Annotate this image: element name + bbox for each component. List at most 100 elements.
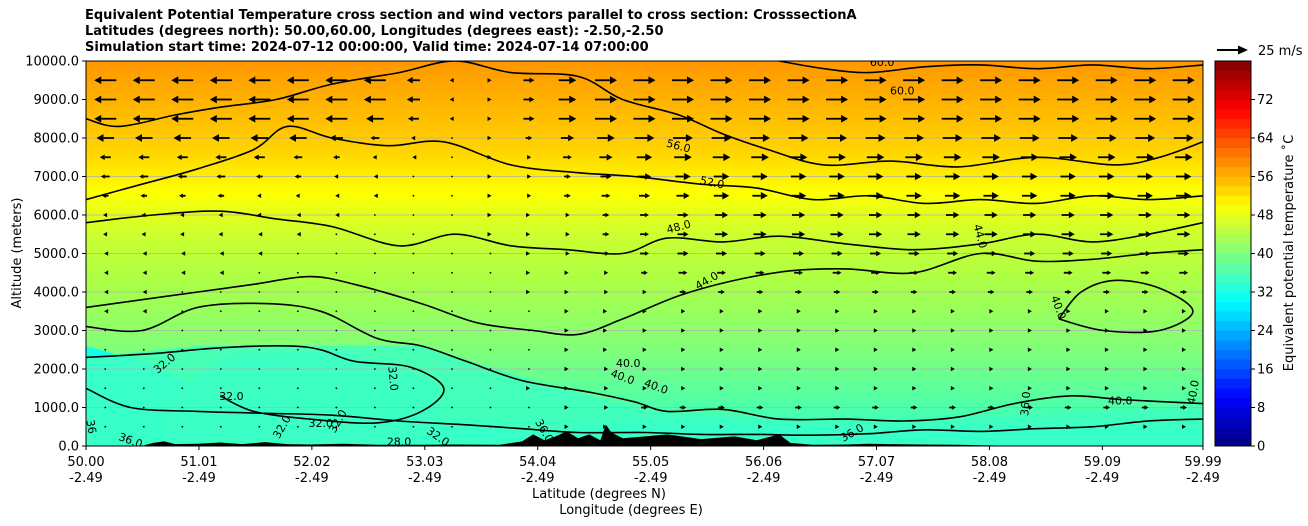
wind-vector [1140,270,1150,275]
wind-vector [719,347,724,352]
wind-vector [1020,153,1039,162]
wind-vector [604,270,609,275]
wind-vector [1179,270,1189,275]
wind-vector [451,387,453,390]
wind-vector [94,114,117,123]
contour-line-52 [86,125,1203,205]
wind-vector [564,386,569,391]
wind-vector [791,211,806,219]
wind-vector [677,250,689,257]
wind-vector [870,250,882,257]
wind-vector [373,174,378,179]
wind-vector [219,310,222,313]
wind-vector [634,134,655,142]
wind-vector [675,172,691,181]
wind-vector [564,347,569,352]
wind-vector [286,76,309,85]
wind-vector [1064,289,1072,295]
colorbar-level [1215,166,1251,177]
wind-vector [373,291,376,293]
wind-vector [335,212,340,218]
wind-vector [363,76,386,85]
wind-vector [487,135,492,141]
wind-vector [142,251,147,256]
wind-vector [212,134,230,142]
x-tick-label-lon: -2.49 [634,471,668,486]
x-axis: 50.00-2.4951.01-2.4952.02-2.4953.03-2.49… [67,446,1222,486]
wind-vector [564,424,569,429]
wind-vector [1141,289,1149,295]
wind-vector [672,76,695,85]
wind-vector [672,95,695,104]
wind-vector [258,406,261,409]
wind-vector [370,135,380,141]
wind-vector [325,76,348,85]
wind-vector [873,328,878,333]
colorbar-level [1215,301,1251,312]
wind-vector [1104,424,1109,429]
x-tick-label-lon: -2.49 [747,471,781,486]
wind-vector [335,329,338,332]
contour-label: 40.0 [616,357,641,370]
wind-vector [947,250,959,257]
wind-vector [1181,366,1186,372]
wind-vector [258,387,261,390]
terrain [86,424,1203,446]
wind-vector [681,424,686,429]
wind-vector [642,386,647,391]
wind-vector [673,134,693,142]
wind-vector [181,291,184,293]
wind-vector [257,212,262,218]
wind-vector [642,424,647,429]
wind-vector [719,328,724,333]
wind-vector [132,95,155,104]
wind-vector [296,232,301,237]
wind-vector [171,76,194,85]
wind-vector [1019,134,1040,142]
wind-vector [181,329,184,332]
wind-vector [903,76,926,85]
x-tick-label-lat: 54.04 [519,455,556,470]
wind-vector [296,252,299,255]
wind-vector [756,289,764,295]
wind-vector [1021,172,1038,181]
wind-vector [640,212,649,218]
wind-vector [412,387,415,390]
wind-vector [104,387,107,390]
wind-vector [718,289,725,295]
wind-vector [528,425,530,428]
wind-vector [523,96,535,103]
wind-vector [793,250,805,257]
wind-vector [906,191,922,200]
wind-vector [296,406,299,409]
wind-vector [104,425,107,428]
wind-vector [99,154,111,160]
wind-vector [181,406,184,409]
wind-vector [826,114,849,123]
wind-vector [176,154,188,160]
wind-vector [1066,328,1071,333]
wind-vector [216,174,226,179]
wind-vector [1172,95,1195,104]
wind-vector [989,328,994,333]
wind-vector [714,230,729,238]
wind-vector [980,114,1003,123]
wind-vector [487,212,492,218]
wind-vector [286,114,309,123]
wind-vector [1021,191,1038,200]
wind-vector [903,114,926,123]
wind-vector [487,193,492,198]
x-tick-label-lon: -2.49 [860,471,894,486]
wind-vector [258,425,261,428]
contour-line-40 [86,302,1203,422]
wind-vector [181,310,184,313]
colorbar-level [1215,118,1251,129]
wind-vector [597,134,615,142]
wind-vector [411,135,416,141]
colorbar-level [1215,311,1251,322]
wind-vector [752,172,768,181]
x-tick-label-lat: 53.03 [406,455,443,470]
wind-vector [412,175,415,178]
wind-vector [335,406,338,409]
wind-vector [407,116,419,122]
